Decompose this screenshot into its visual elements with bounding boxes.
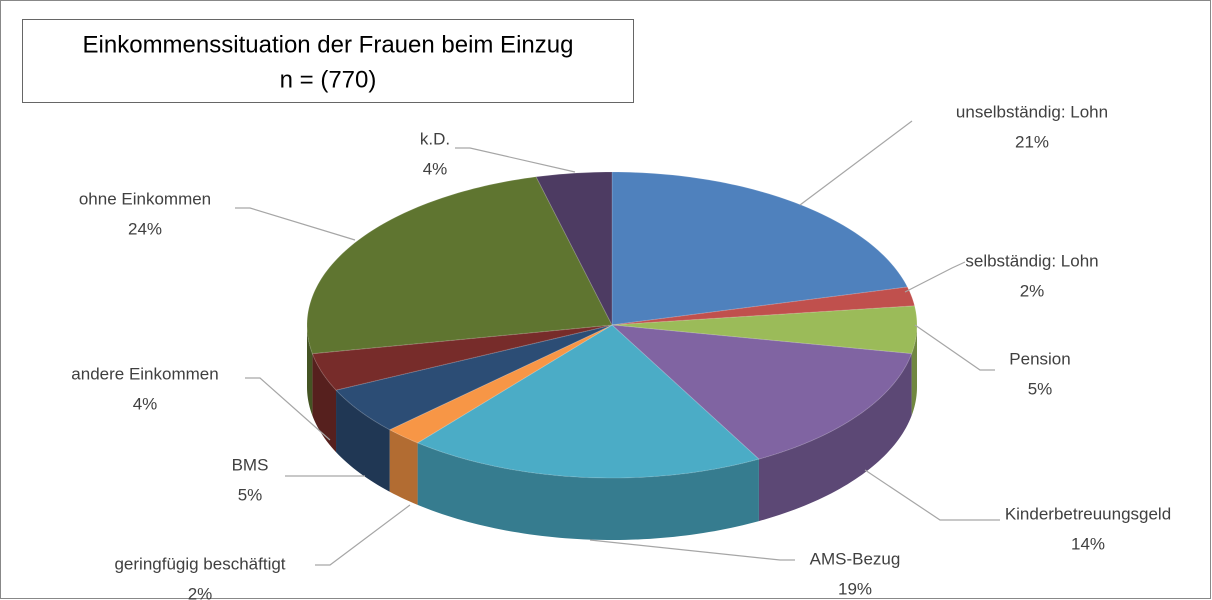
value-label: 5%	[238, 485, 263, 504]
value-label: 4%	[423, 159, 448, 178]
leader-line	[914, 324, 995, 371]
value-label: 21%	[1015, 132, 1049, 151]
slice	[611, 171, 909, 326]
slice	[611, 305, 918, 355]
slice-side	[911, 325, 917, 416]
value-label: 2%	[1020, 281, 1045, 300]
slice-side	[307, 325, 313, 416]
leader-line	[245, 377, 331, 441]
leader-line	[455, 147, 576, 173]
category-label: selbständig: Lohn	[965, 251, 1098, 270]
slice	[335, 324, 613, 431]
leader-line	[799, 120, 913, 206]
leader-line	[864, 469, 1000, 521]
slice	[388, 324, 613, 444]
slice	[611, 286, 916, 326]
pie-tops	[306, 171, 918, 479]
slice-side	[389, 429, 418, 505]
category-label: BMS	[232, 455, 269, 474]
slice	[535, 171, 613, 326]
leader-line	[904, 261, 966, 293]
value-label: 5%	[1028, 379, 1053, 398]
value-label: 2%	[188, 584, 213, 600]
category-label: geringfügig beschäftigt	[114, 554, 285, 573]
slice-side	[758, 353, 912, 522]
value-label: 14%	[1071, 534, 1105, 553]
leader-line	[589, 539, 795, 561]
category-label: ohne Einkommen	[79, 189, 211, 208]
category-label: k.D.	[420, 129, 450, 148]
chart-subtitle: n = (770)	[280, 66, 377, 93]
slice	[306, 176, 613, 355]
leader-line	[315, 504, 411, 566]
category-label: unselbständig: Lohn	[956, 102, 1108, 121]
pie-sides	[307, 325, 917, 540]
slice	[311, 324, 613, 391]
slice-side	[336, 390, 390, 492]
title-box	[22, 19, 634, 103]
value-label: 19%	[838, 579, 872, 598]
slice	[416, 324, 760, 479]
slice	[610, 324, 913, 460]
leader-line	[235, 207, 356, 241]
value-label: 24%	[128, 219, 162, 238]
category-label: AMS-Bezug	[810, 549, 901, 568]
slice-side	[312, 353, 337, 453]
category-label: andere Einkommen	[71, 364, 218, 383]
category-label: Pension	[1009, 349, 1070, 368]
slice-side	[417, 442, 759, 540]
chart-title: Einkommenssituation der Frauen beim Einz…	[83, 31, 574, 58]
category-label: Kinderbetreuungsgeld	[1005, 504, 1171, 523]
value-label: 4%	[133, 394, 158, 413]
